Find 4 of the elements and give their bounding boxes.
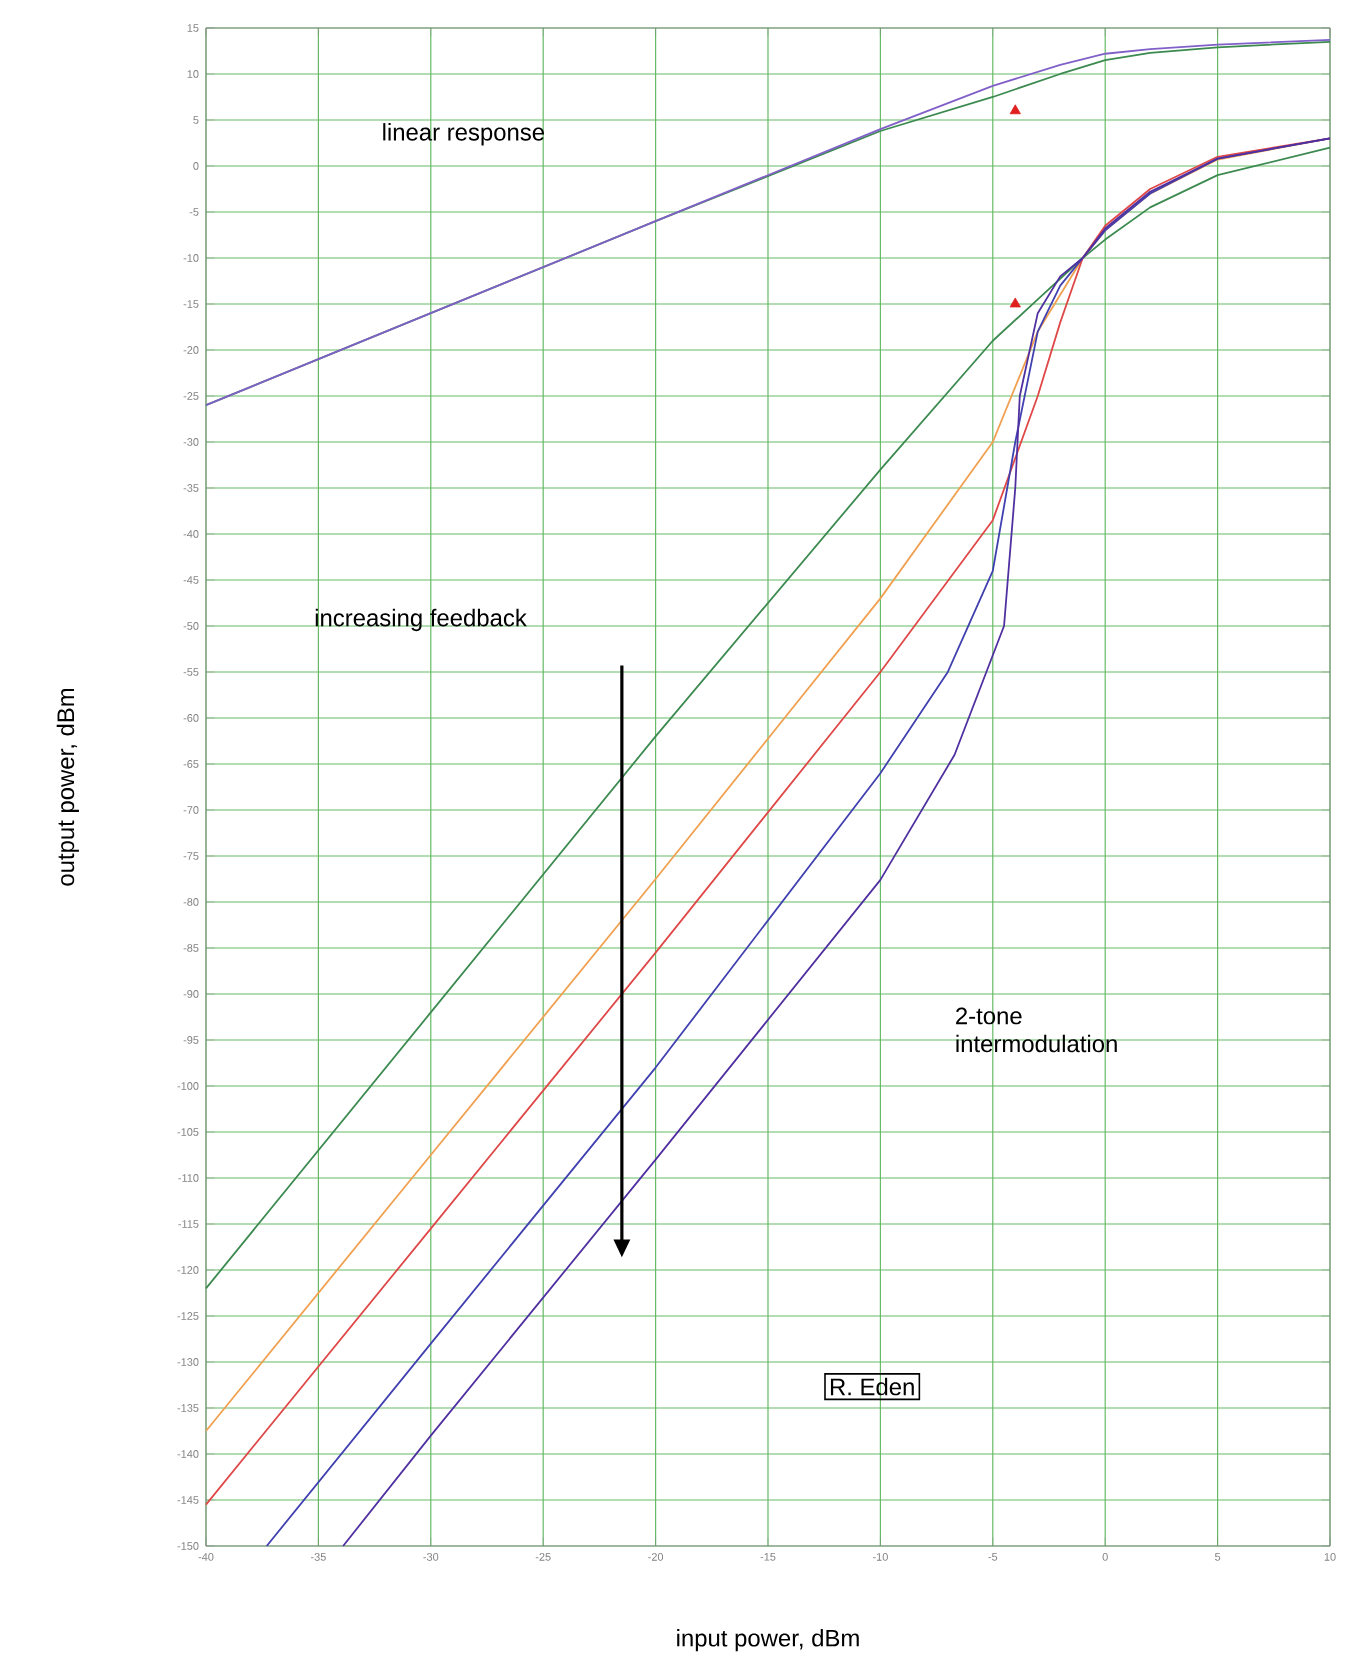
annotation: linear response [383, 123, 544, 146]
annotation: 2-tone intermodulation [956, 1007, 1117, 1053]
x-axis-title: input power, dBm [677, 1629, 859, 1652]
y-axis-title: output power, dBm [56, 688, 79, 886]
